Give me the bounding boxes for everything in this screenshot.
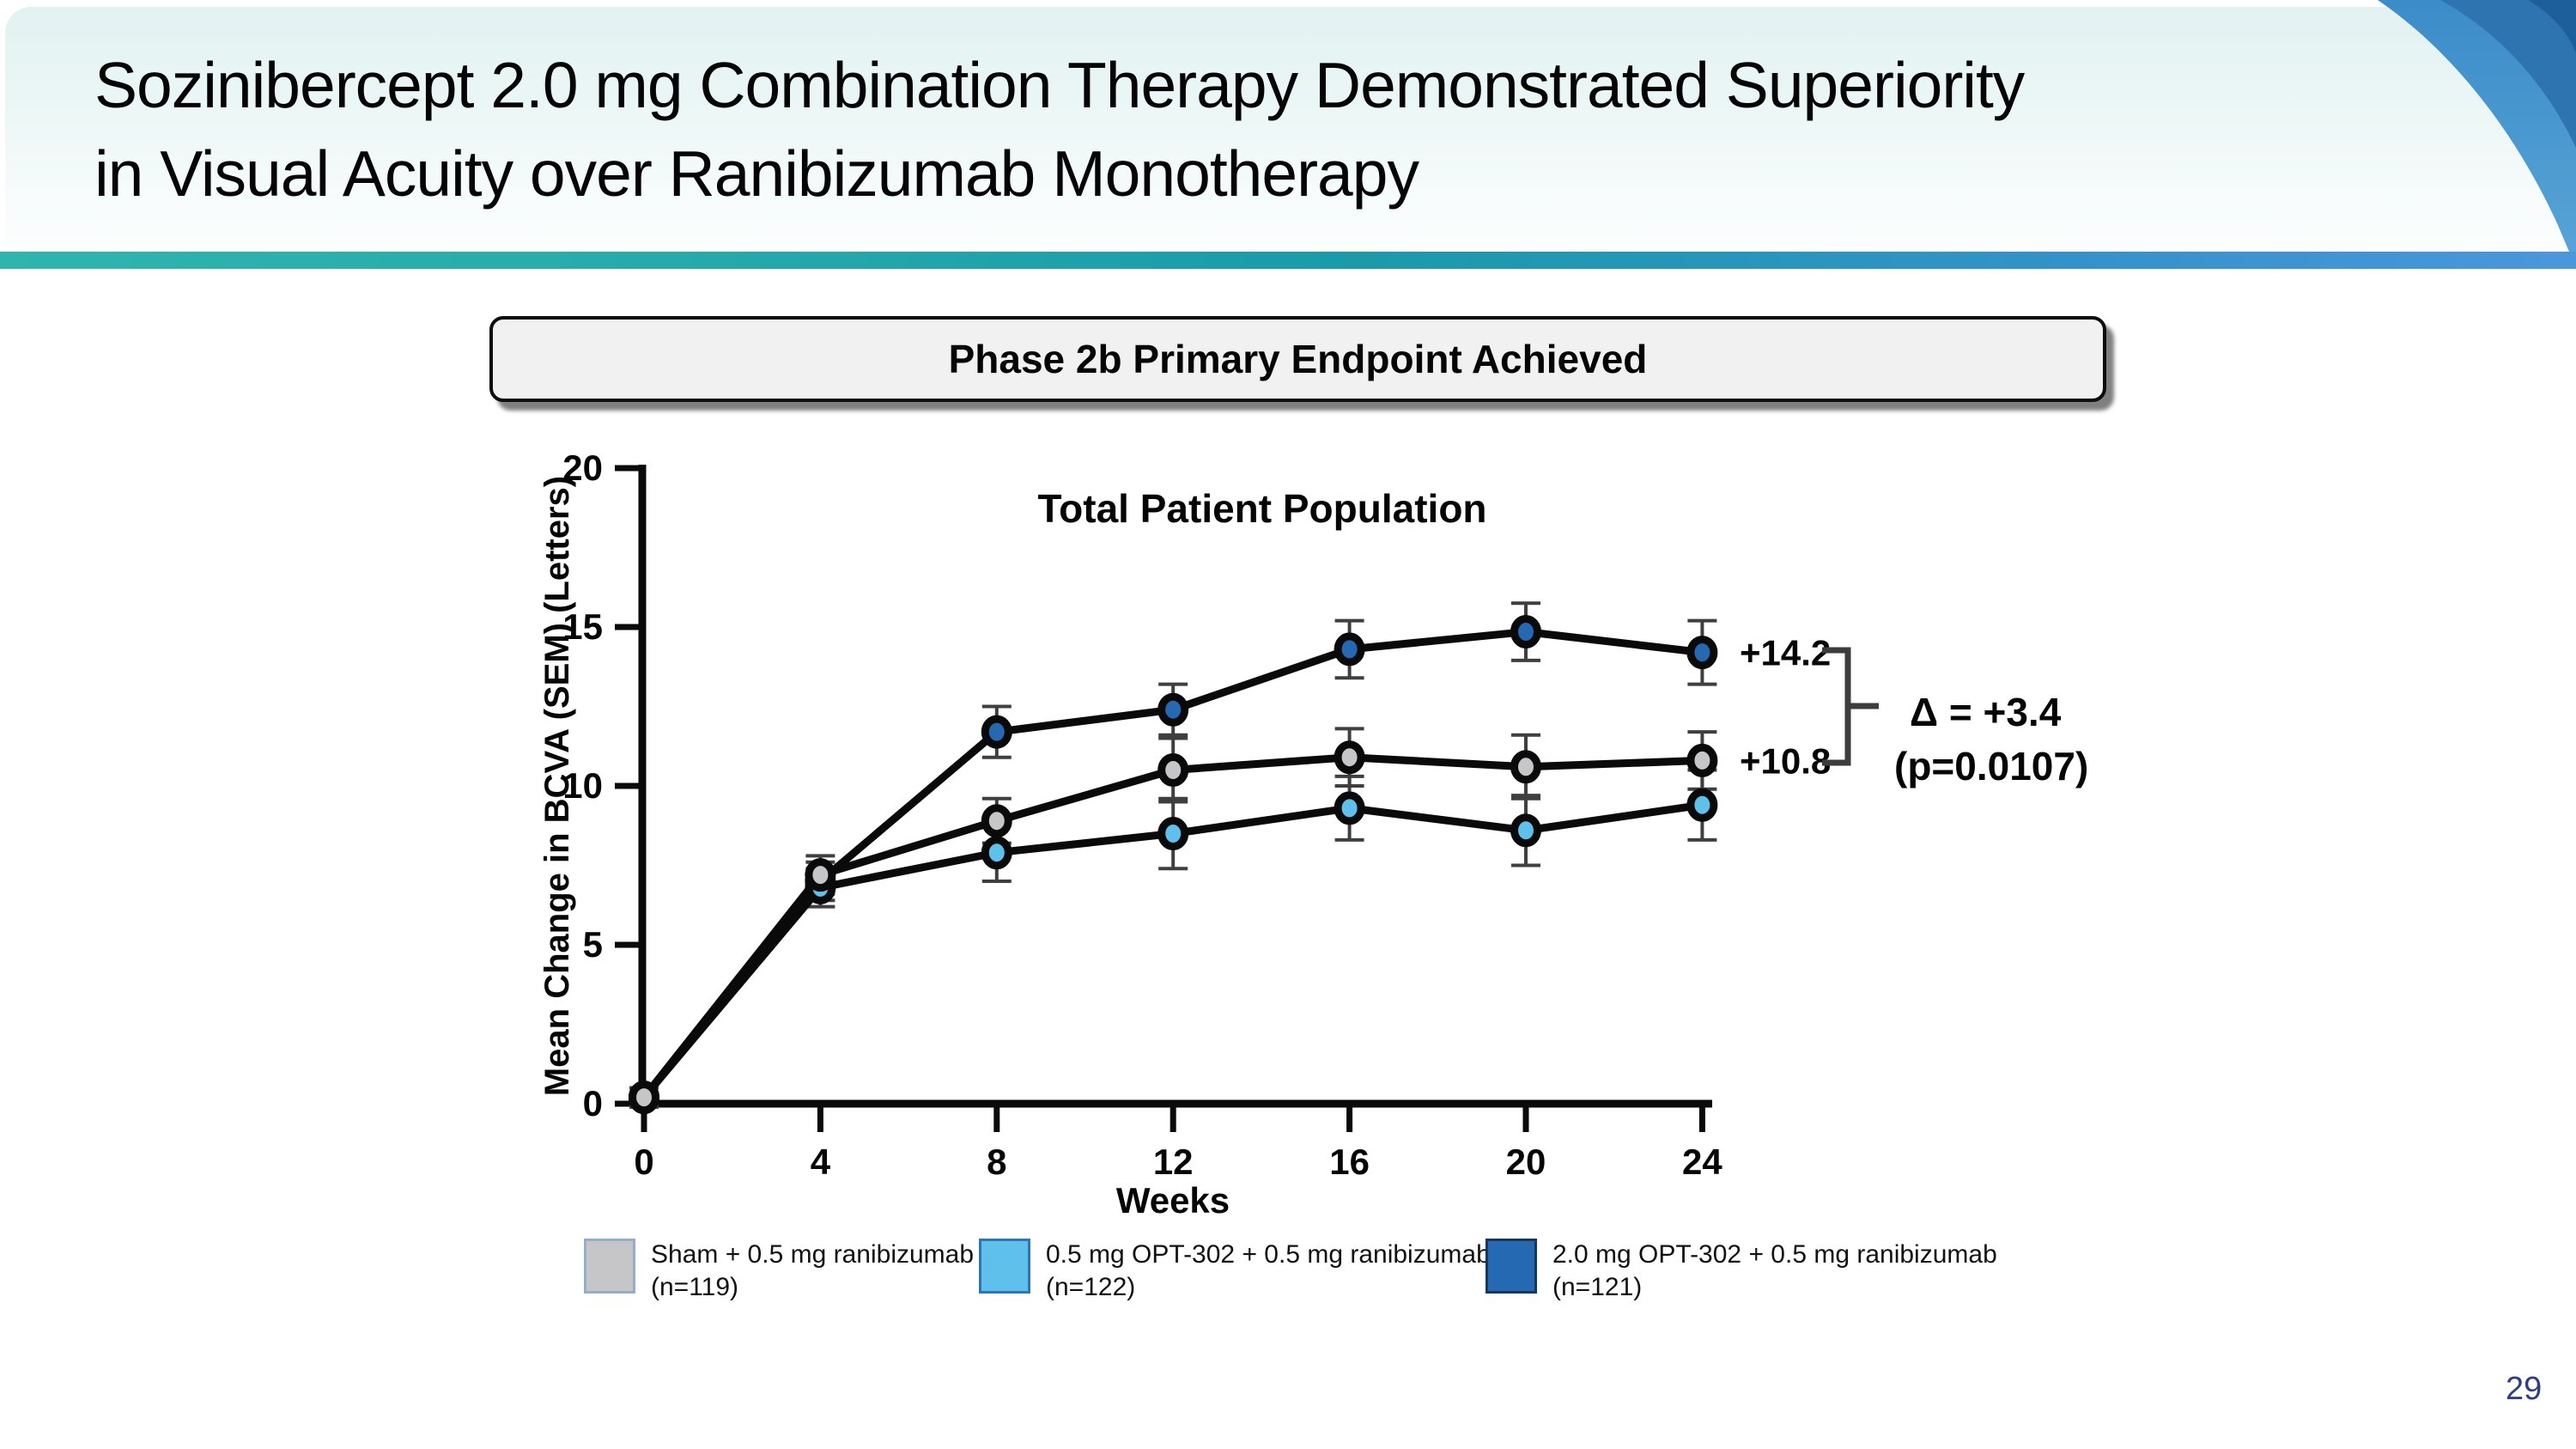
accent-bar-decoration [0,252,2576,269]
marker-2 [1510,615,1541,649]
p-value-label: (p=0.0107) [1894,744,2088,788]
legend-swatch-20mg [1485,1239,1537,1294]
marker-1 [1157,817,1189,850]
marker-0 [1686,743,1718,777]
primary-endpoint-banner-label: Phase 2b Primary Endpoint Achieved [948,337,1648,381]
y-axis-label: Mean Change in BCVA (SEM) (Letters) [538,476,576,1096]
y-tick-label: 5 [583,924,603,965]
chart-title: Total Patient Population [1037,486,1486,531]
marker-1 [1686,788,1718,822]
delta-bracket [1822,647,1879,766]
marker-0 [805,858,836,892]
legend-n-05mg: (n=122) [1046,1273,1136,1301]
legend-item-05mg: 0.5 mg OPT-302 + 0.5 mg ranibizumab (n=1… [979,1239,1491,1304]
marker-0 [629,1081,659,1115]
x-tick-label: 8 [987,1142,1006,1182]
header-band [5,7,2576,252]
y-tick-label: 20 [562,447,603,488]
marker-2 [1686,636,1718,670]
legend-label-05mg: 0.5 mg OPT-302 + 0.5 mg ranibizumab [1046,1240,1491,1269]
slide-title: Sozinibercept 2.0 mg Combination Therapy… [94,41,2025,218]
marker-0 [1157,753,1189,787]
legend-n-20mg: (n=121) [1552,1273,1643,1301]
marker-2 [1334,632,1365,667]
y-tick-label: 15 [562,606,603,647]
x-tick-label: 4 [811,1142,831,1182]
x-tick-label: 20 [1506,1142,1546,1182]
corner-swoosh-decoration [2378,0,2576,252]
value-label-top: +14.2 [1740,633,1831,673]
x-tick-label: 24 [1682,1142,1722,1182]
marker-1 [1510,813,1541,848]
page-number: 29 [2506,1371,2543,1407]
y-tick-label: 10 [562,765,603,806]
marker-1 [1334,791,1365,825]
legend-swatch-05mg [979,1239,1030,1294]
legend-swatch-sham [584,1239,635,1294]
value-label-bottom: +10.8 [1740,740,1831,781]
marker-0 [981,804,1012,838]
legend-label-sham: Sham + 0.5 mg ranibizumab [651,1240,975,1269]
legend-item-20mg: 2.0 mg OPT-302 + 0.5 mg ranibizumab (n=1… [1485,1239,1997,1304]
x-tick-label: 0 [634,1142,653,1182]
marker-0 [1510,750,1541,784]
slide-title-line2: in Visual Acuity over Ranibizumab Monoth… [94,137,1419,210]
marker-0 [1334,740,1365,775]
marker-2 [1157,692,1189,727]
y-tick-label: 0 [583,1083,603,1123]
slide-title-line1: Sozinibercept 2.0 mg Combination Therapy… [94,49,2025,121]
legend-item-sham: Sham + 0.5 mg ranibizumab (n=119) [584,1239,974,1304]
x-axis-label: Weeks [1116,1180,1230,1221]
marker-1 [981,836,1012,870]
x-tick-label: 16 [1329,1142,1370,1182]
x-tick-label: 12 [1153,1142,1194,1182]
primary-endpoint-banner: Phase 2b Primary Endpoint Achieved [489,316,2106,402]
legend-n-sham: (n=119) [651,1273,739,1301]
delta-value-label: Δ = +3.4 [1910,690,2062,734]
legend-label-20mg: 2.0 mg OPT-302 + 0.5 mg ranibizumab [1552,1240,1997,1269]
marker-2 [981,715,1012,749]
